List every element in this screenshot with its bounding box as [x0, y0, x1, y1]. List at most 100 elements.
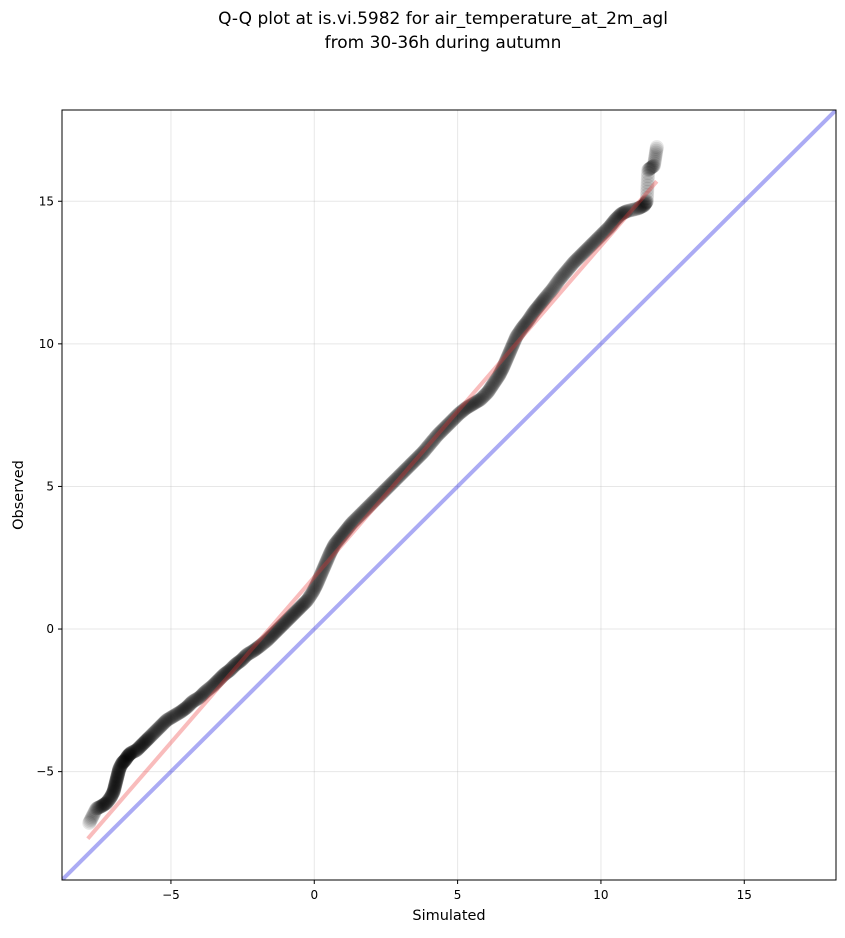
qq-point [120, 749, 135, 764]
qq-point [466, 396, 481, 411]
qq-point [176, 702, 191, 717]
qq-point [259, 633, 274, 648]
qq-point [326, 538, 341, 553]
qq-point [329, 535, 344, 550]
qq-point [500, 350, 515, 365]
qq-point [513, 323, 528, 338]
qq-point [640, 181, 655, 196]
qq-point [313, 569, 328, 584]
qq-point [204, 680, 219, 695]
qq-point [110, 767, 125, 782]
qq-point [641, 162, 656, 177]
qq-point [638, 196, 653, 211]
qq-point [141, 731, 156, 746]
qq-point [221, 664, 236, 679]
qq-point [603, 219, 618, 234]
qq-point [325, 541, 340, 556]
qq-point [254, 637, 269, 652]
qq-point [200, 683, 215, 698]
qq-point [292, 600, 307, 615]
qq-point [587, 234, 602, 249]
qq-point [545, 281, 560, 296]
qq-point [515, 321, 530, 336]
qq-point [358, 502, 373, 517]
qq-point [311, 573, 326, 588]
qq-point [216, 667, 231, 682]
qq-point [394, 466, 409, 481]
qq-point [573, 249, 588, 264]
qq-point [254, 638, 269, 653]
qq-point [468, 395, 483, 410]
qq-point [423, 436, 438, 451]
qq-point [123, 746, 138, 761]
qq-point [558, 265, 573, 280]
qq-point [92, 799, 107, 814]
qq-point [615, 206, 630, 221]
qq-point [631, 201, 646, 216]
qq-point [252, 639, 267, 654]
qq-point [207, 677, 222, 692]
qq-point [130, 741, 145, 756]
qq-point [409, 452, 424, 467]
qq-point [509, 329, 524, 344]
qq-point [477, 388, 492, 403]
qq-point [523, 309, 538, 324]
qq-point [604, 217, 619, 232]
qq-point [649, 141, 664, 156]
qq-point [327, 537, 342, 552]
qq-point [83, 813, 98, 828]
qq-point [611, 209, 626, 224]
qq-point [125, 745, 140, 760]
qq-point [578, 244, 593, 259]
qq-point [317, 560, 332, 575]
qq-point [287, 606, 302, 621]
qq-point [85, 808, 100, 823]
qq-point [460, 400, 475, 415]
qq-point [341, 520, 356, 535]
qq-point [538, 290, 553, 305]
qq-point [498, 355, 513, 370]
qq-point [296, 597, 311, 612]
qq-point [103, 790, 118, 805]
qq-point [106, 783, 121, 798]
qq-point [615, 206, 630, 221]
qq-point [310, 574, 325, 589]
qq-point [311, 572, 326, 587]
y-tick-label: 0 [46, 622, 54, 636]
qq-point [554, 270, 569, 285]
qq-point [459, 400, 474, 415]
qq-point [114, 757, 129, 772]
qq-point [561, 261, 576, 276]
qq-point [116, 754, 131, 769]
qq-point [307, 582, 322, 597]
qq-point [308, 579, 323, 594]
qq-point [484, 379, 499, 394]
qq-point [320, 551, 335, 566]
qq-point [231, 655, 246, 670]
qq-point [550, 274, 565, 289]
qq-point [115, 755, 130, 770]
qq-point [354, 506, 369, 521]
qq-point [614, 207, 628, 222]
qq-point [496, 359, 511, 374]
qq-point [276, 616, 291, 631]
qq-point [185, 694, 200, 709]
qq-point [639, 194, 654, 209]
qq-point [157, 715, 172, 730]
qq-point [107, 780, 122, 795]
qq-point [160, 712, 175, 727]
qq-point [526, 305, 541, 320]
qq-point [616, 205, 631, 220]
qq-point [618, 205, 633, 220]
qq-point [173, 704, 188, 719]
qq-point [323, 546, 338, 561]
qq-point [637, 197, 652, 212]
qq-point [266, 626, 281, 641]
qq-point [624, 203, 639, 218]
qq-point [527, 304, 542, 319]
qq-point [450, 408, 465, 423]
qq-point [388, 473, 403, 488]
qq-point [192, 690, 207, 705]
qq-point [323, 545, 338, 560]
qq-point [475, 390, 490, 405]
